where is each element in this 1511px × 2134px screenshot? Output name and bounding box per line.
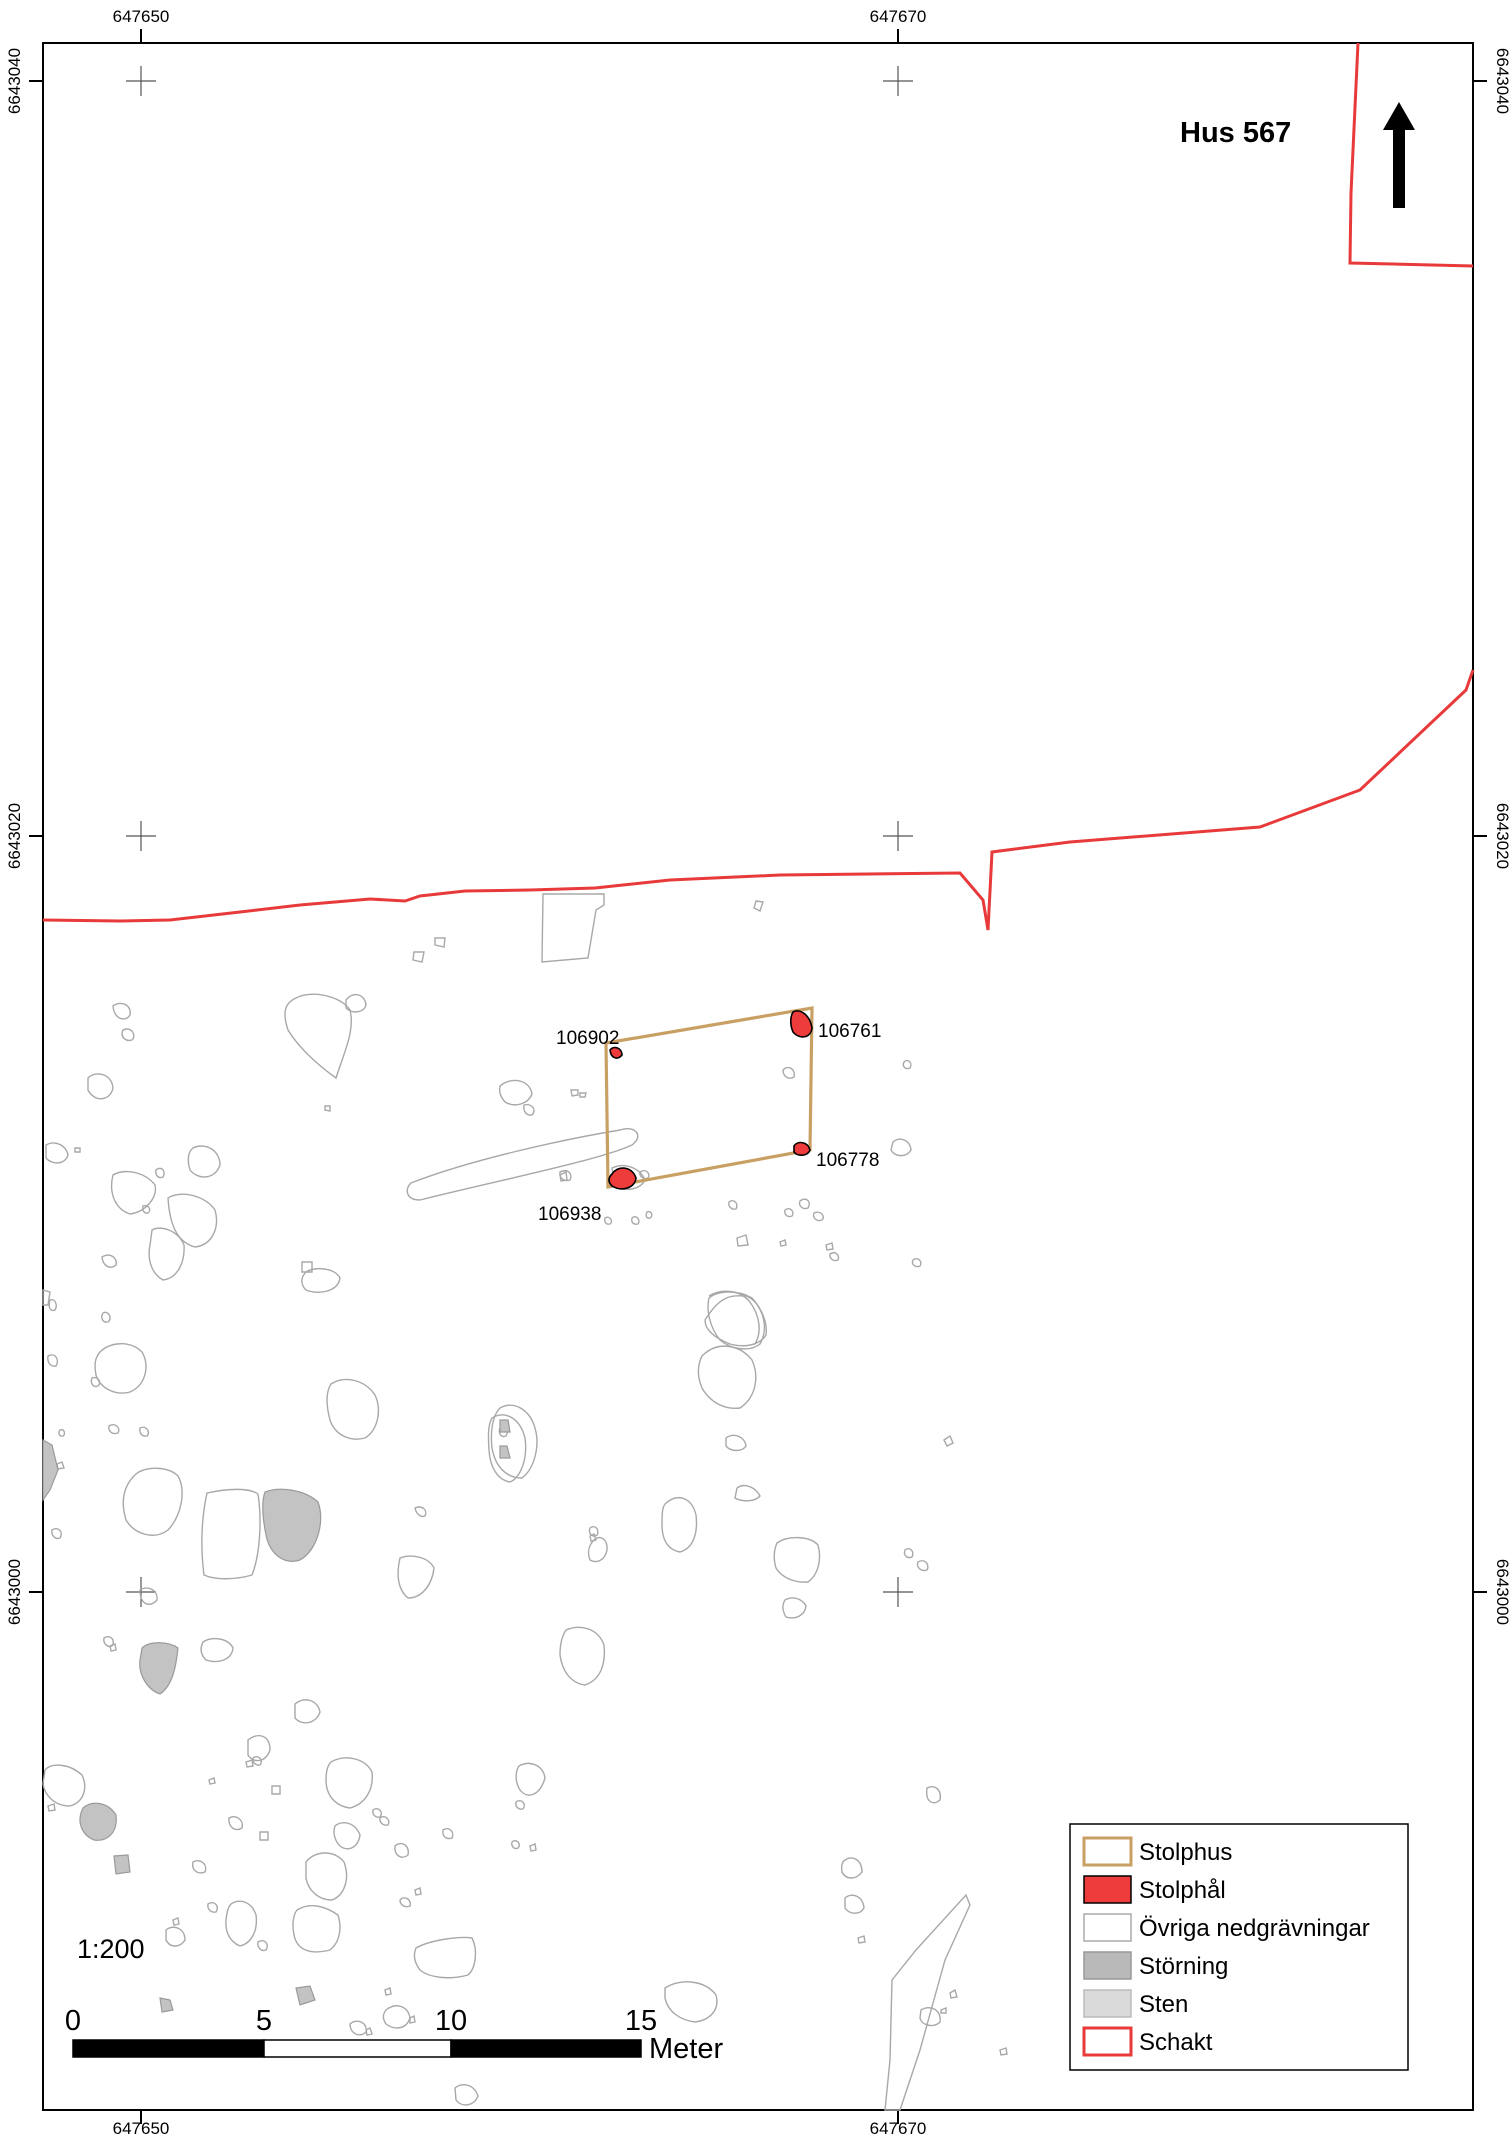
legend: Stolphus Stolphål Övriga nedgrävningar Stör… xyxy=(1069,1823,1409,2071)
legend-label-0: Stolphus xyxy=(1139,1839,1232,1866)
label-106902: 106902 xyxy=(556,1028,619,1049)
posthole-106902 xyxy=(609,1046,623,1059)
scale-tick-15: 15 xyxy=(625,2005,657,2037)
grid-crosses xyxy=(126,66,913,1607)
map-title: Hus 567 xyxy=(1180,117,1291,149)
coord-left-y-1: 6643040 xyxy=(5,48,24,114)
coord-top-x-1: 647650 xyxy=(113,7,170,26)
legend-label-2: Övriga nedgrävningar xyxy=(1139,1915,1370,1942)
scale-seg-2 xyxy=(263,2039,452,2058)
label-106778: 106778 xyxy=(816,1150,879,1171)
legend-swatch-0 xyxy=(1082,1836,1133,1867)
posthole-106778 xyxy=(793,1141,811,1156)
coord-bottom-x-2: 647670 xyxy=(870,2119,927,2134)
postholes xyxy=(608,1010,813,1190)
schakt-boundaries xyxy=(42,42,1475,931)
schakt-line-main xyxy=(42,669,1475,931)
label-106938: 106938 xyxy=(538,1204,601,1225)
label-106761: 106761 xyxy=(818,1021,881,1042)
coord-left-y-2: 6643020 xyxy=(5,803,24,869)
north-arrow-icon xyxy=(1383,102,1415,208)
scale-tick-5: 5 xyxy=(256,2005,272,2037)
other-pits xyxy=(42,893,1008,2111)
legend-label-5: Schakt xyxy=(1139,2029,1213,2056)
legend-swatch-2 xyxy=(1083,1913,1132,1942)
scale-seg-3 xyxy=(450,2039,642,2058)
disturbance-areas xyxy=(42,1419,511,2013)
schakt-line-corner xyxy=(1348,42,1474,268)
legend-label-1: Stolphål xyxy=(1139,1877,1226,1904)
coord-right-y-1: 6643040 xyxy=(1493,48,1511,114)
coord-right-y-2: 6643020 xyxy=(1493,803,1511,869)
scale-tick-10: 10 xyxy=(435,2005,467,2037)
legend-swatch-4 xyxy=(1083,1989,1132,2018)
scale-bar xyxy=(72,2039,642,2058)
coord-bottom-x-1: 647650 xyxy=(113,2119,170,2134)
coord-top-x-2: 647670 xyxy=(870,7,927,26)
coord-right-y-3: 6643000 xyxy=(1493,1559,1511,1625)
legend-swatch-5 xyxy=(1082,2026,1133,2057)
frame-ticks xyxy=(29,29,1487,2124)
map-frame xyxy=(42,42,1474,2111)
coord-left-y-3: 6643000 xyxy=(5,1559,24,1625)
legend-label-3: Störning xyxy=(1139,1953,1228,1980)
posthole-106938 xyxy=(608,1167,637,1190)
scale-tick-0: 0 xyxy=(65,2005,81,2037)
posthole-106761 xyxy=(789,1010,813,1038)
scale-seg-1 xyxy=(72,2039,265,2058)
scale-unit: Meter xyxy=(649,2033,723,2065)
legend-label-4: Sten xyxy=(1139,1991,1188,2018)
stolphus-outline xyxy=(604,1006,814,1189)
scale-ratio: 1:200 xyxy=(77,1934,145,1964)
legend-swatch-3 xyxy=(1083,1951,1132,1980)
legend-swatch-1 xyxy=(1083,1875,1132,1904)
